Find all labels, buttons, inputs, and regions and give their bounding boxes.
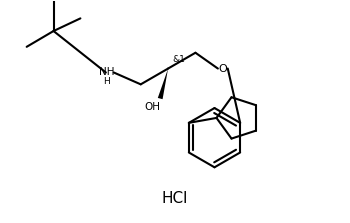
Text: NH: NH <box>99 66 114 76</box>
Text: HCl: HCl <box>162 191 188 206</box>
Text: &1: &1 <box>172 55 185 64</box>
Text: O: O <box>218 64 227 74</box>
Polygon shape <box>158 68 168 99</box>
Text: H: H <box>104 77 110 86</box>
Text: OH: OH <box>144 102 160 112</box>
